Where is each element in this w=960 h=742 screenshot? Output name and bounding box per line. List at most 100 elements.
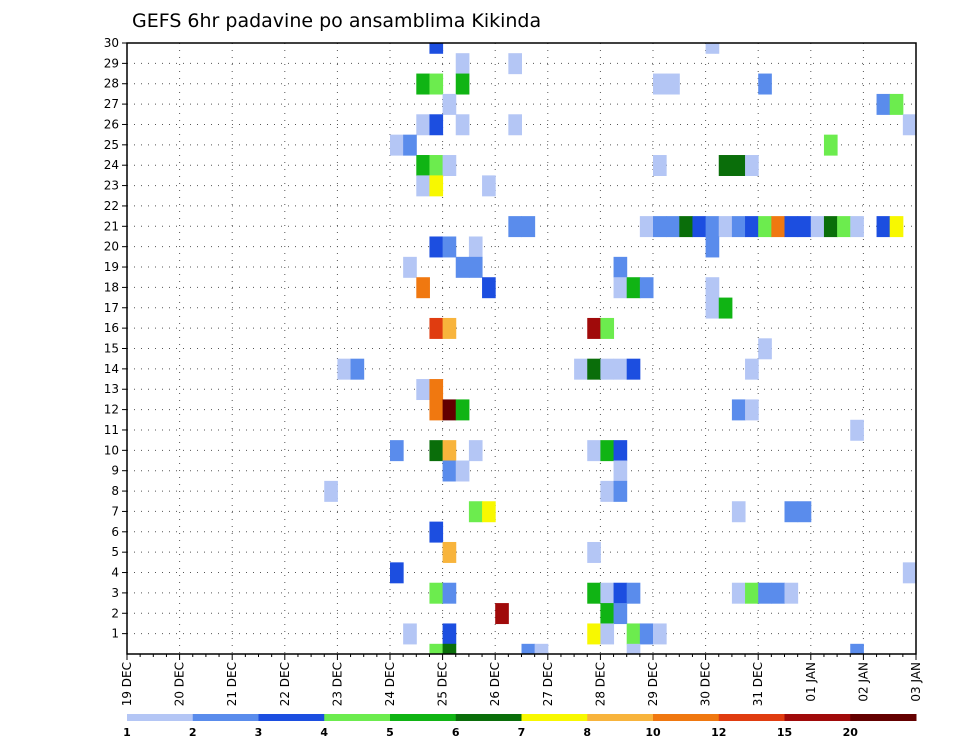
y-tick-label: 11 [104, 423, 119, 437]
data-cell [495, 603, 509, 625]
data-cell [653, 216, 667, 238]
x-tick-label: 23 DEC [330, 662, 344, 706]
data-cell [403, 623, 417, 645]
data-cell [718, 155, 733, 176]
data-cell [403, 134, 417, 156]
data-cell [771, 582, 785, 604]
data-cell [745, 155, 759, 176]
data-cell [429, 317, 444, 339]
data-cell [889, 216, 904, 238]
data-cell [468, 236, 483, 258]
colorbar-swatch [127, 714, 194, 721]
data-cell [745, 216, 759, 238]
data-cell [626, 358, 641, 380]
y-axis: 1234567891011121314151617181920212223242… [104, 36, 127, 641]
colorbar-swatch [718, 714, 785, 721]
colorbar-swatch [587, 714, 654, 721]
data-cell [416, 73, 430, 95]
data-cell [613, 460, 628, 482]
data-cell [429, 43, 444, 54]
data-cell [850, 643, 864, 654]
data-cell [429, 155, 444, 176]
data-cell [350, 358, 365, 380]
data-cell [468, 440, 483, 462]
colorbar-label: 12 [711, 726, 726, 739]
data-cell [468, 256, 483, 278]
x-tick-label: 24 DEC [383, 662, 397, 706]
data-cell [784, 216, 799, 238]
data-cell [666, 216, 680, 238]
y-tick-label: 9 [111, 464, 119, 478]
y-tick-label: 25 [104, 138, 119, 152]
data-cell [626, 643, 641, 654]
colorbar-swatch [258, 714, 325, 721]
x-tick-label: 01 JAN [804, 662, 818, 702]
data-cell [403, 256, 417, 278]
data-cell [718, 297, 733, 319]
data-cell [758, 216, 772, 238]
data-cell [613, 277, 628, 299]
x-tick-label: 31 DEC [751, 662, 765, 706]
data-cell [416, 155, 430, 176]
data-cell [468, 501, 483, 523]
y-tick-label: 20 [104, 240, 119, 254]
x-axis: 19 DEC 20 DEC 21 DEC 22 DEC 23 DEC 24 DEC 25 D… [120, 654, 923, 706]
data-cell [823, 134, 838, 156]
chart-title: GEFS 6hr padavine po ansamblima Kikinda [132, 10, 541, 32]
colorbar-label: 1 [123, 726, 131, 739]
data-cell [442, 623, 457, 645]
y-tick-label: 7 [111, 504, 119, 518]
y-tick-label: 24 [104, 158, 119, 172]
data-cell [639, 216, 654, 238]
x-tick-label: 29 DEC [646, 662, 660, 706]
data-cell [718, 216, 733, 238]
data-cell [442, 460, 457, 482]
data-cell [587, 358, 601, 380]
data-cell [600, 603, 615, 625]
data-cell [429, 582, 444, 604]
data-cell [797, 501, 812, 523]
data-cell [902, 562, 917, 584]
data-cell [731, 155, 746, 176]
data-cell [613, 582, 628, 604]
data-cell [455, 399, 470, 421]
data-cell [626, 582, 641, 604]
data-cell [587, 582, 601, 604]
data-cell [429, 73, 444, 95]
data-cell [797, 216, 812, 238]
data-cell [442, 93, 457, 115]
data-cell [587, 317, 601, 339]
data-cell [784, 582, 799, 604]
data-cell [455, 256, 470, 278]
data-cells [324, 43, 917, 654]
y-tick-label: 23 [104, 179, 119, 193]
data-cell [429, 399, 444, 421]
data-cell [653, 623, 667, 645]
y-tick-label: 14 [104, 362, 119, 376]
data-cell [810, 216, 825, 238]
data-cell [600, 582, 615, 604]
data-cell [613, 603, 628, 625]
colorbar: 1 2 3 4 5 6 7 8 10 12 15 20 [123, 714, 917, 739]
data-cell [482, 277, 496, 299]
x-tick-label: 02 JAN [856, 662, 870, 702]
colorbar-label: 8 [583, 726, 591, 739]
y-tick-label: 4 [111, 566, 119, 580]
colorbar-swatch [653, 714, 720, 721]
data-cell [902, 114, 917, 136]
x-tick-label: 03 JAN [909, 662, 923, 702]
data-cell [442, 541, 457, 563]
data-cell [429, 643, 444, 654]
data-cell [455, 114, 470, 136]
colorbar-swatch [324, 714, 391, 721]
data-cell [889, 93, 904, 115]
data-cell [731, 582, 746, 604]
y-tick-label: 22 [104, 199, 119, 213]
data-cell [390, 562, 404, 584]
x-tick-label: 19 DEC [120, 662, 134, 706]
y-tick-label: 18 [104, 280, 119, 294]
data-cell [521, 643, 536, 654]
colorbar-label: 2 [189, 726, 197, 739]
data-cell [626, 277, 641, 299]
